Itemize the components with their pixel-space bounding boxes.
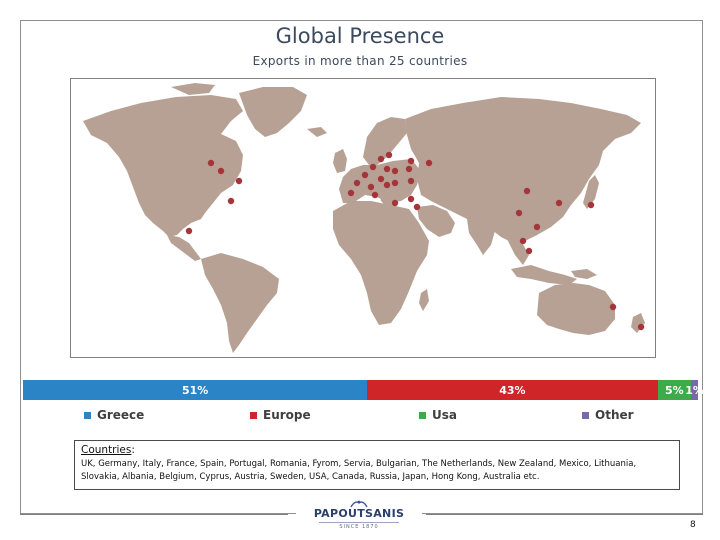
export-markers xyxy=(185,151,645,331)
asia-landmass xyxy=(405,97,641,243)
legend-label-other: Other xyxy=(595,408,634,422)
legend-label-greece: Greece xyxy=(97,408,145,422)
export-marker xyxy=(217,167,225,175)
logo-name: PAPOUTSANIS xyxy=(313,507,405,520)
slide-title: Global Presence xyxy=(275,24,445,48)
iceland-landmass xyxy=(307,127,327,137)
logo-rule xyxy=(319,522,399,523)
export-marker xyxy=(533,223,541,231)
uk-landmass xyxy=(333,149,347,173)
countries-list: UK, Germany, Italy, France, Spain, Portu… xyxy=(81,459,637,482)
share-segment-usa: 5% xyxy=(657,380,692,400)
export-marker xyxy=(383,181,391,189)
export-marker xyxy=(207,159,215,167)
legend-item-other: Other xyxy=(582,408,634,422)
japan-landmass xyxy=(583,175,599,209)
africa-landmass xyxy=(333,201,429,325)
india-landmass xyxy=(467,219,495,255)
export-marker xyxy=(523,187,531,195)
countries-colon: : xyxy=(131,444,135,456)
share-segment-europe: 43% xyxy=(367,380,658,400)
legend-swatch-greece xyxy=(84,411,91,419)
export-marker xyxy=(519,237,527,245)
slide-subtitle: Exports in more than 25 countries xyxy=(252,54,468,68)
company-logo: PAPOUTSANIS SINCE 1870 xyxy=(296,497,422,540)
export-marker xyxy=(371,191,379,199)
export-marker xyxy=(609,303,617,311)
export-marker xyxy=(391,179,399,187)
export-marker xyxy=(227,197,235,205)
logo-emblem-icon xyxy=(350,500,368,508)
legend-swatch-europe xyxy=(250,411,257,419)
export-marker xyxy=(555,199,563,207)
page-number: 8 xyxy=(690,520,696,530)
world-map xyxy=(70,78,656,358)
arabia-landmass xyxy=(417,205,455,237)
south-america-landmass xyxy=(201,253,279,353)
export-marker xyxy=(525,247,533,255)
share-segment-greece: 51% xyxy=(23,380,368,400)
export-marker xyxy=(347,189,355,197)
madagascar-landmass xyxy=(419,289,429,311)
export-marker xyxy=(367,183,375,191)
export-marker xyxy=(385,151,393,159)
legend-swatch-usa xyxy=(419,411,426,419)
export-marker xyxy=(405,165,413,173)
share-label-other: 1% xyxy=(685,383,704,397)
export-marker xyxy=(377,175,385,183)
export-marker xyxy=(377,155,385,163)
italy-landmass xyxy=(379,191,393,209)
north-america-landmass xyxy=(83,95,243,237)
export-marker xyxy=(407,177,415,185)
footer-line-right xyxy=(426,514,703,515)
share-label-usa: 5% xyxy=(665,383,684,397)
australia-landmass xyxy=(537,283,615,335)
export-marker xyxy=(369,163,377,171)
export-marker xyxy=(391,167,399,175)
legend-item-europe: Europe xyxy=(250,408,311,422)
export-marker xyxy=(407,195,415,203)
central-america-landmass xyxy=(167,235,201,261)
legend-label-europe: Europe xyxy=(263,408,311,422)
export-marker xyxy=(353,179,361,187)
share-label-europe: 43% xyxy=(499,383,526,397)
arctic-islands-landmass xyxy=(171,83,215,95)
market-share-legend: Greece Europe Usa Other xyxy=(0,408,720,424)
new-zealand-landmass xyxy=(631,313,645,333)
new-guinea-landmass xyxy=(571,269,597,279)
world-map-svg xyxy=(83,83,645,353)
export-marker xyxy=(361,171,369,179)
market-share-bar: 51% 43% 5% 1% xyxy=(23,380,704,400)
export-marker xyxy=(391,199,399,207)
legend-swatch-other xyxy=(582,411,589,419)
legend-item-usa: Usa xyxy=(419,408,457,422)
share-label-greece: 51% xyxy=(181,383,209,397)
indonesia-landmass xyxy=(511,265,577,285)
legend-item-greece: Greece xyxy=(84,408,144,422)
scandinavia-landmass xyxy=(363,117,407,165)
greenland-landmass xyxy=(239,87,307,137)
legend-label-usa: Usa xyxy=(432,408,457,422)
export-marker xyxy=(407,157,415,165)
export-marker xyxy=(235,177,243,185)
footer-line-left xyxy=(20,514,288,515)
export-marker xyxy=(425,159,433,167)
export-marker xyxy=(185,227,193,235)
countries-heading: Countries xyxy=(81,444,132,456)
export-marker xyxy=(413,203,421,211)
export-marker xyxy=(383,165,391,173)
logo-since: SINCE 1870 xyxy=(339,524,379,530)
export-marker xyxy=(587,201,595,209)
share-segment-other: 1% xyxy=(685,380,704,400)
countries-box: Countries: UK, Germany, Italy, France, S… xyxy=(74,440,680,490)
export-marker xyxy=(637,323,645,331)
southeast-asia-landmass xyxy=(507,239,529,265)
export-marker xyxy=(515,209,523,217)
